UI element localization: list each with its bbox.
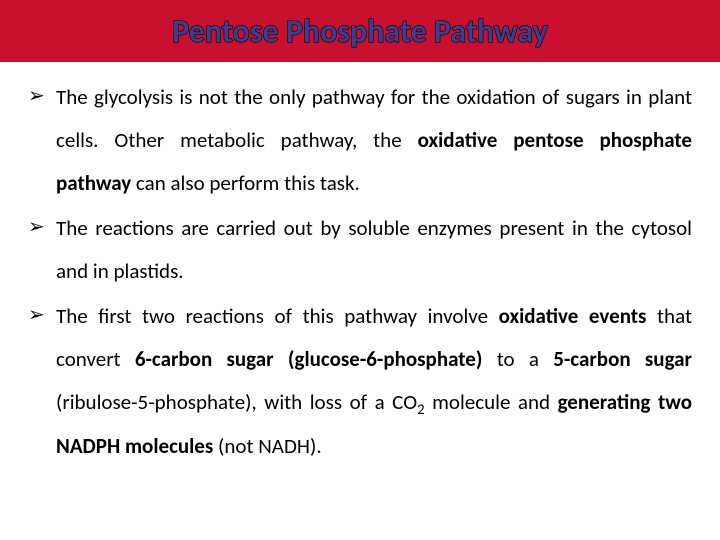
svg-text:Pentose Phosphate Pathway: Pentose Phosphate Pathway: [172, 12, 547, 51]
text-segment: (ribulose-5-phosphate), with loss of a C…: [56, 389, 417, 415]
bullet-marker: ➢: [28, 76, 56, 117]
bullet-marker: ➢: [28, 207, 56, 248]
bullet-item: ➢The glycolysis is not the only pathway …: [28, 76, 692, 205]
bullet-text: The glycolysis is not the only pathway f…: [56, 76, 692, 205]
bullet-item: ➢The first two reactions of this pathway…: [28, 295, 692, 467]
bullet-text: The reactions are carried out by soluble…: [56, 207, 692, 293]
text-segment: 5-carbon sugar: [553, 346, 692, 372]
slide-title-svg: Pentose Phosphate Pathway: [60, 6, 660, 56]
bullet-item: ➢The reactions are carried out by solubl…: [28, 207, 692, 293]
text-segment: The reactions are carried out by soluble…: [56, 215, 692, 284]
text-segment: (not NADH).: [213, 433, 321, 459]
text-segment: 2: [417, 401, 424, 419]
text-segment: to a: [482, 346, 553, 372]
text-segment: 6-carbon sugar (glucose-6-phosphate): [135, 346, 483, 372]
bullet-text: The first two reactions of this pathway …: [56, 295, 692, 467]
text-segment: can also perform this task.: [131, 170, 360, 196]
text-segment: The first two reactions of this pathway …: [56, 303, 499, 329]
text-segment: oxidative events: [499, 303, 647, 329]
slide-header: Pentose Phosphate Pathway: [0, 0, 720, 62]
text-segment: molecule and: [425, 389, 558, 415]
bullet-marker: ➢: [28, 295, 56, 336]
slide-body: ➢The glycolysis is not the only pathway …: [0, 62, 720, 490]
